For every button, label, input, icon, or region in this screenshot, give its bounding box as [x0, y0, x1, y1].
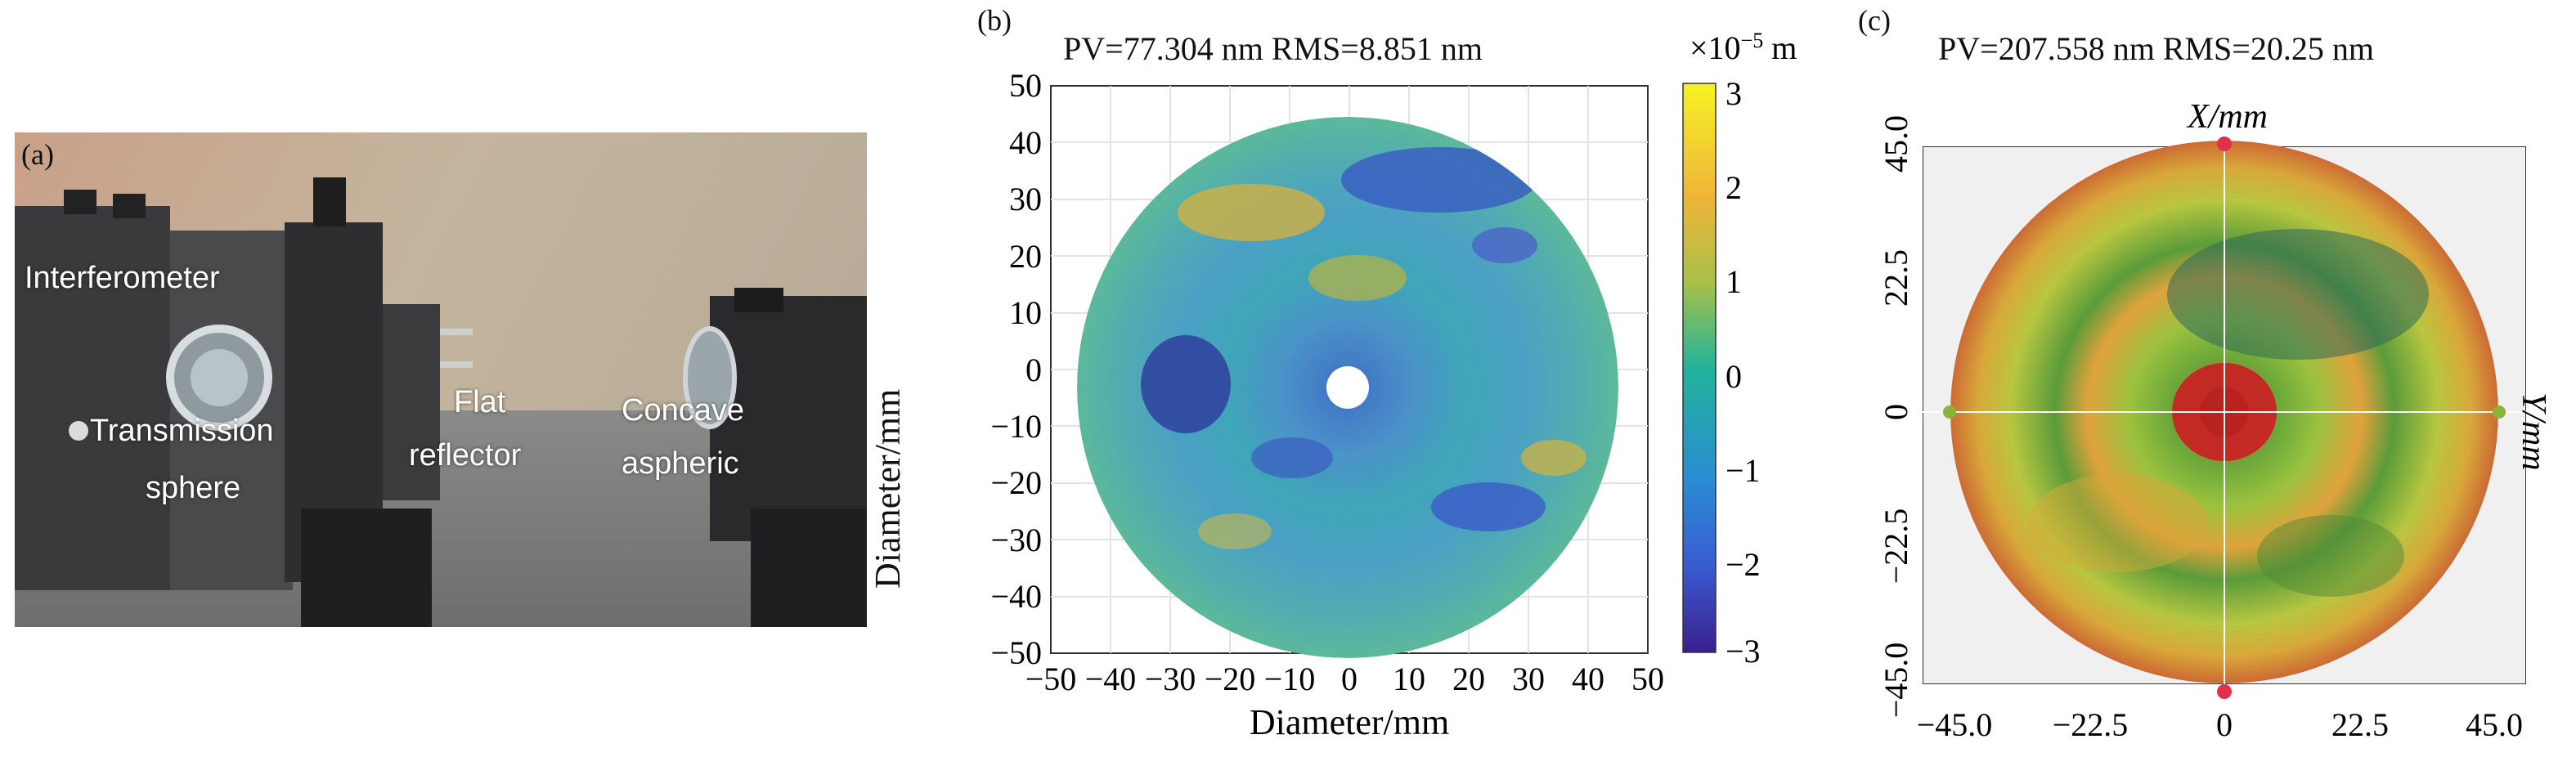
panel-c-x-axis-label: X/mm [2186, 98, 2268, 136]
ytick: −40 [990, 578, 1042, 615]
xtick: 40 [1572, 661, 1604, 697]
panel-b-xlabel: Diameter/mm [1250, 702, 1449, 742]
ytick: 20 [1009, 238, 1042, 275]
panel-b-colorbar-unit: ×10−5 m [1690, 29, 1797, 67]
label-concave-line1: Concave [622, 393, 744, 428]
xtick: 45.0 [2466, 706, 2523, 743]
panel-c-bottom-marker [2217, 684, 2232, 699]
xtick: 0 [1341, 661, 1358, 697]
ytick: 0 [1025, 352, 1042, 388]
xtick: −22.5 [2053, 706, 2129, 743]
cbar-tick-0: 0 [1726, 358, 1742, 395]
cbar-tick-neg2: −2 [1726, 546, 1761, 583]
xtick: −45.0 [1917, 706, 1993, 743]
label-flat-line2: reflector [409, 438, 522, 473]
cbar-tick-1: 1 [1726, 263, 1742, 300]
xtick: −50 [1025, 661, 1077, 697]
xtick: −30 [1145, 661, 1196, 697]
cbar-tick-3: 3 [1726, 75, 1742, 112]
ytick: 45.0 [1878, 115, 1914, 172]
panel-b-xticks: −50 −40 −30 −20 −10 0 10 20 30 40 50 [1025, 661, 1664, 697]
ytick: 40 [1009, 124, 1042, 161]
ytick: 10 [1009, 294, 1042, 331]
panel-b-center-hole [1326, 366, 1369, 409]
panel-c-yticks: 45.0 22.5 0 −22.5 −45.0 [1878, 115, 1914, 718]
ytick: 50 [1009, 67, 1042, 104]
panel-c-tag: (c) [1858, 4, 1891, 37]
panel-b-colorbar [1682, 83, 1717, 653]
ytick: −30 [990, 522, 1042, 558]
label-concave-line2: aspheric [622, 446, 739, 481]
panel-b-title: PV=77.304 nm RMS=8.851 nm [1063, 30, 1483, 67]
panel-b-ylabel: Diameter/mm [868, 388, 908, 589]
ytick: −22.5 [1878, 508, 1914, 585]
cbar-tick-neg1: −1 [1726, 452, 1761, 489]
panel-b-plot: ×10−5 m 3 2 1 0 −1 −2 −3 50 40 30 20 10 … [990, 29, 1797, 743]
panel-b-colorbar-ticks: 3 2 1 0 −1 −2 −3 [1726, 75, 1761, 670]
panel-c-y-axis-label: Y/mm [2515, 392, 2552, 471]
label-transmission-line2: sphere [146, 471, 241, 505]
ytick: 0 [1878, 404, 1914, 420]
setup-photo [15, 132, 867, 627]
xtick: 50 [1631, 661, 1664, 697]
ytick: −10 [990, 408, 1042, 445]
xtick: 0 [2216, 706, 2233, 743]
ytick: −20 [990, 464, 1042, 501]
ytick: −50 [990, 634, 1042, 671]
panel-c-left-marker [1943, 405, 1956, 419]
panel-b-tag: (b) [977, 4, 1012, 37]
ytick: −45.0 [1878, 643, 1914, 719]
xtick: −10 [1264, 661, 1316, 697]
panel-a-tag: (a) [21, 138, 54, 171]
cbar-tick-neg3: −3 [1726, 633, 1761, 670]
xtick: −20 [1205, 661, 1256, 697]
xtick: −40 [1085, 661, 1137, 697]
cbar-tick-2: 2 [1726, 169, 1742, 206]
xtick: 22.5 [2331, 706, 2389, 743]
panel-c-title: PV=207.558 nm RMS=20.25 nm [1938, 30, 2374, 67]
xtick: 20 [1452, 661, 1485, 697]
xtick: 30 [1512, 661, 1545, 697]
panel-b-yticks: 50 40 30 20 10 0 −10 −20 −30 −40 −50 [990, 67, 1042, 671]
label-flat-line1: Flat [454, 385, 506, 419]
ytick: 30 [1009, 181, 1042, 217]
panel-c-plot: X/mm Y/mm 45.0 22.5 0 −22.5 −45.0 −45.0 … [1878, 98, 2552, 743]
xtick: 10 [1393, 661, 1425, 697]
panel-c-xticks: −45.0 −22.5 0 22.5 45.0 [1917, 706, 2523, 743]
panel-c-right-marker [2493, 405, 2506, 419]
label-transmission-line1: Transmission [90, 414, 274, 448]
label-interferometer: Interferometer [25, 261, 220, 295]
ytick: 22.5 [1878, 249, 1914, 307]
panel-c-top-marker [2217, 137, 2232, 151]
